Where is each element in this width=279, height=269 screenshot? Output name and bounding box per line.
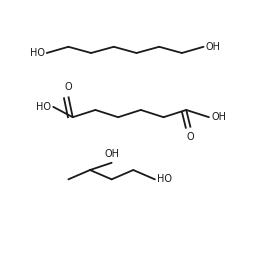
Text: OH: OH [206, 42, 221, 52]
Text: HO: HO [30, 48, 45, 58]
Text: HO: HO [157, 174, 172, 184]
Text: O: O [187, 132, 194, 142]
Text: OH: OH [104, 149, 119, 159]
Text: OH: OH [211, 112, 226, 122]
Text: O: O [64, 82, 72, 92]
Text: HO: HO [36, 102, 51, 112]
